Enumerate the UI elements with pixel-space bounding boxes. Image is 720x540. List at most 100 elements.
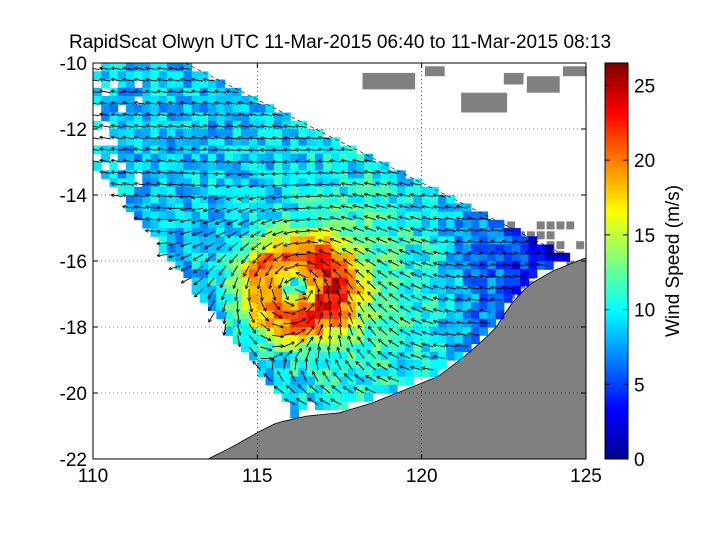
wind-arrow [237, 335, 240, 346]
wind-cell [224, 104, 234, 114]
wind-arrow [215, 91, 227, 93]
wind-arrow [322, 270, 330, 278]
wind-cell [166, 63, 176, 72]
wind-cell [380, 368, 390, 378]
y-axis: -10-12-14-16-18-20-22 [60, 54, 586, 471]
wind-cell [240, 211, 250, 221]
wind-cell [232, 203, 242, 213]
wind-arrow [457, 334, 468, 336]
wind-cell [232, 153, 242, 163]
wind-arrow [307, 252, 319, 255]
wind-cell [117, 79, 127, 89]
wind-arrow [192, 207, 204, 210]
wind-cell [355, 384, 365, 394]
wind-cell [290, 145, 299, 155]
island-1 [461, 92, 508, 113]
wind-arrow [234, 277, 239, 288]
wind-arrow [468, 230, 480, 232]
wind-arrow [146, 68, 158, 70]
wind-cell [273, 228, 283, 237]
island-5 [424, 66, 445, 77]
wind-cell [388, 203, 398, 213]
wind-cell [372, 384, 382, 394]
wind-cell [232, 228, 242, 237]
wind-cell [175, 112, 184, 122]
wind-cell [495, 310, 505, 320]
wind-arrow [204, 103, 215, 105]
wind-arrow [271, 300, 279, 309]
wind-cell [240, 104, 250, 114]
wind-cell [495, 228, 505, 237]
wind-cell [191, 137, 201, 147]
wind-cell [101, 63, 110, 72]
wind-cell [462, 211, 472, 221]
wind-cell [339, 393, 349, 402]
wind-cell [446, 269, 456, 279]
wind-cell [117, 137, 127, 147]
wind-arrow [434, 321, 445, 325]
wind-arrow [389, 272, 399, 278]
wind-arrow [468, 264, 480, 266]
wind-cell [158, 153, 168, 163]
wind-arrow [238, 196, 250, 200]
wind-arrow [158, 79, 169, 81]
wind-cell [224, 294, 234, 303]
wind-cell [240, 219, 250, 229]
wind-cell [257, 137, 267, 147]
wind-cell [372, 294, 382, 303]
wind-cell [446, 195, 456, 204]
wind-cell [191, 203, 201, 213]
wind-cell [199, 277, 209, 287]
wind-cell [125, 96, 135, 105]
wind-cell [290, 162, 299, 171]
wind-cell [125, 63, 135, 72]
wind-cell [438, 236, 447, 246]
wind-arrow [215, 137, 227, 139]
wind-cell [257, 228, 267, 237]
wind-cell [355, 153, 365, 163]
land-cell [546, 231, 555, 240]
wind-arrow [181, 253, 192, 258]
wind-cell [175, 195, 184, 204]
wind-arrow [401, 284, 411, 290]
wind-cell [347, 228, 357, 237]
wind-cell [216, 79, 226, 89]
wind-arrow [112, 79, 123, 81]
wind-cell [347, 310, 357, 320]
wind-arrow [158, 137, 169, 139]
wind-cell [347, 219, 357, 229]
wind-arrow [434, 207, 445, 209]
wind-cell [282, 203, 291, 213]
wind-cell [364, 376, 373, 386]
wind-arrow [310, 270, 319, 278]
wind-arrow [457, 218, 468, 220]
wind-cell [372, 195, 382, 204]
wind-arrow [355, 260, 365, 267]
wind-cell [191, 277, 201, 287]
wind-cell [282, 236, 291, 246]
wind-cell [306, 170, 316, 180]
wind-cell [323, 261, 332, 270]
wind-cell [282, 327, 291, 336]
wind-cell [257, 203, 267, 213]
wind-cell [158, 112, 168, 122]
wind-cell [224, 219, 234, 229]
wind-cell [150, 162, 160, 171]
wind-arrow [253, 254, 261, 262]
wind-cell [355, 261, 365, 270]
wind-cell [199, 195, 209, 204]
wind-arrow [349, 313, 354, 324]
wind-arrow [299, 385, 307, 394]
wind-cell [405, 360, 414, 369]
wind-cell [134, 63, 143, 72]
wind-cell [257, 343, 267, 353]
wind-cell [495, 285, 505, 295]
wind-arrow [204, 207, 215, 211]
wind-arrow [319, 240, 330, 244]
wind-arrow [310, 386, 319, 394]
y-tick-label: -16 [60, 252, 87, 273]
wind-cell [405, 236, 414, 246]
wind-cell [298, 195, 308, 204]
wind-cell [290, 384, 299, 394]
wind-cell [265, 178, 275, 188]
